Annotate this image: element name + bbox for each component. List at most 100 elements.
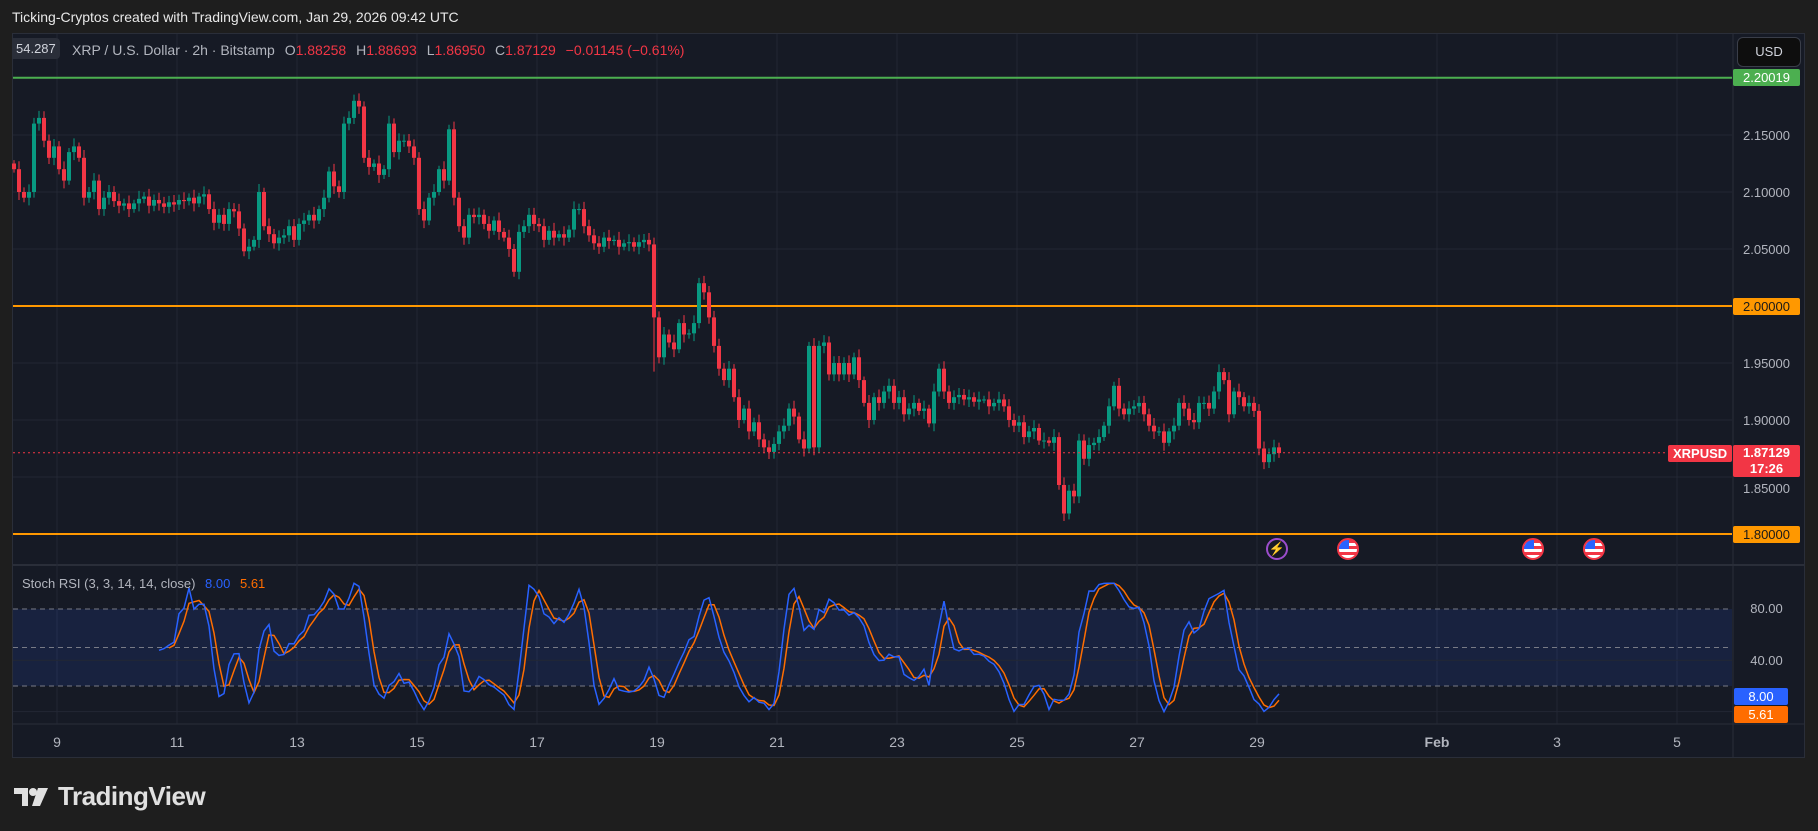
candle-up — [627, 242, 631, 244]
candle-up — [382, 169, 386, 175]
candle-down — [682, 323, 686, 335]
candle-up — [1097, 437, 1101, 443]
candle-up — [742, 408, 746, 420]
candle-down — [1147, 414, 1151, 426]
candle-up — [602, 237, 606, 247]
candle-up — [92, 180, 96, 192]
candle-up — [72, 146, 76, 153]
candle-down — [857, 357, 861, 381]
candle-down — [182, 199, 186, 202]
candle-down — [62, 169, 66, 181]
candle-down — [592, 235, 596, 244]
close-value: 1.87129 — [505, 42, 556, 58]
candle-up — [1127, 408, 1131, 415]
date-tick-label: 23 — [889, 734, 905, 750]
candle-down — [512, 249, 516, 272]
candle-down — [847, 363, 851, 375]
candle-up — [102, 197, 106, 210]
flag-canton — [1524, 540, 1534, 549]
candle-down — [812, 345, 816, 448]
candle-up — [637, 242, 641, 247]
candle-down — [747, 408, 751, 432]
currency-button[interactable]: USD — [1737, 37, 1801, 67]
stoch-rsi-title[interactable]: Stoch RSI (3, 3, 14, 14, close) — [22, 576, 196, 591]
candle-up — [287, 226, 291, 236]
candle-down — [917, 402, 921, 411]
stoch-d-tag: 5.61 — [1734, 706, 1788, 723]
candle-down — [417, 157, 421, 210]
stoch-rsi-legend: Stoch RSI (3, 3, 14, 14, close) 8.00 5.6… — [22, 576, 265, 591]
candle-up — [177, 199, 181, 205]
candle-up — [27, 192, 31, 198]
candle-up — [1217, 372, 1221, 392]
candle-up — [1102, 425, 1106, 438]
candle-down — [947, 391, 951, 403]
low-label: L — [426, 42, 435, 58]
candle-up — [132, 203, 136, 210]
candle-up — [107, 192, 111, 198]
candle-up — [52, 146, 56, 158]
date-tick-label: 19 — [649, 734, 665, 750]
candle-down — [172, 202, 176, 205]
candle-down — [582, 209, 586, 227]
candle-down — [1082, 440, 1086, 459]
candle-up — [322, 197, 326, 210]
us-flag-event-icon[interactable] — [1583, 538, 1605, 560]
candle-up — [1157, 431, 1161, 433]
price-tick-label: 1.95000 — [1743, 355, 1790, 371]
candle-down — [207, 194, 211, 210]
symbol-name[interactable]: XRP / U.S. Dollar · 2h · Bitstamp — [72, 42, 275, 58]
candle-down — [542, 226, 546, 240]
candle-up — [387, 123, 391, 170]
date-tick-label: 13 — [289, 734, 305, 750]
candle-down — [502, 231, 506, 238]
date-tick-label: 5 — [1673, 734, 1681, 750]
candle-up — [37, 117, 41, 124]
candle-down — [667, 334, 671, 343]
candle-up — [1027, 431, 1031, 438]
candle-down — [1187, 408, 1191, 420]
candle-up — [1042, 440, 1046, 442]
candle-down — [312, 214, 316, 221]
candle-up — [317, 209, 321, 221]
candle-up — [1202, 402, 1206, 404]
candle-up — [277, 237, 281, 244]
candle-up — [897, 397, 901, 403]
tradingview-logo: TradingView — [14, 781, 206, 812]
candle-up — [32, 123, 36, 192]
candle-down — [192, 197, 196, 204]
candle-down — [962, 394, 966, 400]
candle-down — [1252, 402, 1256, 411]
date-tick-label: 15 — [409, 734, 425, 750]
candle-up — [167, 202, 171, 207]
candle-down — [112, 192, 116, 202]
candle-down — [1257, 410, 1261, 449]
candle-down — [537, 223, 541, 227]
candle-down — [1007, 406, 1011, 420]
candle-down — [357, 100, 361, 107]
us-flag-event-icon[interactable] — [1522, 538, 1544, 560]
candle-down — [17, 169, 21, 192]
date-tick-label: 29 — [1249, 734, 1265, 750]
candle-up — [522, 226, 526, 232]
candle-up — [1232, 391, 1236, 415]
candle-up — [662, 334, 666, 358]
candle-up — [152, 199, 156, 206]
candle-down — [587, 226, 591, 236]
lightning-event-icon[interactable]: ⚡ — [1266, 538, 1288, 560]
date-tick-label: 21 — [769, 734, 785, 750]
candle-down — [82, 157, 86, 198]
candle-up — [1272, 447, 1276, 455]
candle-down — [632, 242, 636, 247]
candle-up — [1247, 402, 1251, 407]
candle-down — [657, 317, 661, 358]
candle-down — [1012, 420, 1016, 426]
candle-up — [297, 223, 301, 240]
flag-canton — [1585, 540, 1595, 549]
candle-up — [557, 234, 561, 238]
candle-up — [567, 229, 571, 238]
us-flag-event-icon[interactable] — [1337, 538, 1359, 560]
candle-down — [242, 228, 246, 252]
candle-up — [1032, 427, 1036, 432]
